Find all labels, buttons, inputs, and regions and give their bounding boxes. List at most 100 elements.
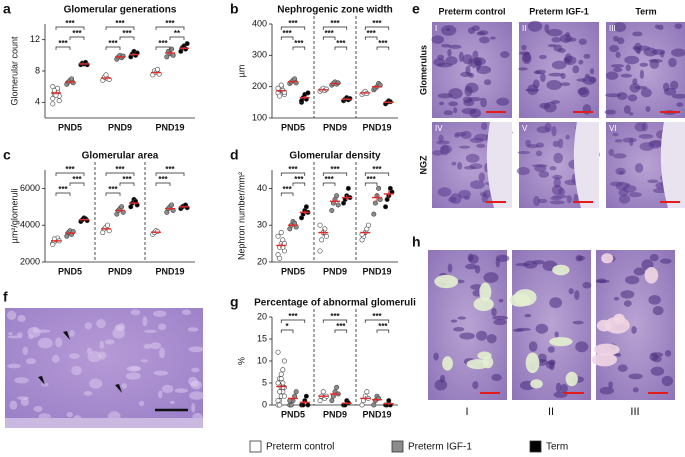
- tissue-texture: [472, 50, 479, 60]
- significance-bracket: [364, 36, 378, 40]
- tissue-texture: [129, 365, 141, 371]
- data-point: [275, 349, 281, 355]
- tissue-texture: [618, 170, 624, 175]
- tissue-texture: [624, 55, 640, 65]
- tissue-texture: [544, 23, 550, 33]
- x-tick-label: PND9: [108, 122, 132, 132]
- data-point: [329, 398, 335, 404]
- data-point: [275, 398, 281, 404]
- tissue-texture: [549, 166, 557, 171]
- tissue-texture: [524, 313, 532, 318]
- tissue-texture: [610, 64, 624, 68]
- tissue-texture: [614, 139, 623, 143]
- tissue-texture: [17, 314, 26, 323]
- tissue-texture: [651, 352, 664, 358]
- tissue-texture: [676, 102, 684, 107]
- tissue-texture: [518, 51, 531, 56]
- tissue-texture: [84, 322, 92, 330]
- y-tick-label: 10: [257, 355, 267, 365]
- tissue-texture: [610, 181, 624, 187]
- lumen: [552, 264, 570, 276]
- tissue-texture: [648, 59, 663, 63]
- tissue-texture: [481, 193, 488, 204]
- chart-title: Glomerular density: [289, 151, 381, 162]
- tissue-texture: [469, 163, 483, 170]
- tissue-texture: [188, 346, 204, 353]
- tissue-texture: [647, 179, 659, 183]
- panel-letter: h: [412, 234, 421, 250]
- tissue-texture: [469, 108, 482, 118]
- significance-label: ***: [372, 165, 382, 174]
- tissue-texture: [575, 341, 589, 353]
- tissue-texture: [443, 110, 453, 116]
- significance-label: ***: [366, 29, 376, 38]
- tissue-texture: [560, 72, 566, 79]
- tissue-texture: [498, 298, 504, 303]
- lumen: [473, 297, 494, 311]
- tissue-texture: [71, 365, 82, 376]
- significance-label: ***: [115, 19, 125, 28]
- tissue-texture: [465, 153, 480, 163]
- y-tick-label: 12: [30, 34, 40, 44]
- tissue-texture: [537, 353, 547, 363]
- x-tick-label: PND9: [323, 409, 347, 419]
- tissue-texture: [459, 145, 471, 149]
- tissue-texture: [557, 48, 566, 53]
- significance-bracket: [119, 182, 135, 186]
- tissue-texture: [7, 363, 21, 369]
- significance-bracket: [105, 46, 121, 50]
- tile-label: I: [465, 406, 468, 418]
- significance-label: ***: [330, 165, 340, 174]
- significance-label: ***: [372, 19, 382, 28]
- significance-label: ***: [158, 39, 168, 48]
- y-tick-label: 300: [252, 50, 267, 60]
- data-point: [84, 62, 90, 68]
- tissue-texture: [547, 44, 557, 48]
- tissue-texture: [558, 187, 566, 196]
- tissue-texture: [433, 352, 439, 361]
- significance-label: *: [286, 322, 290, 331]
- tissue-texture: [572, 320, 584, 325]
- tissue-texture: [528, 341, 538, 352]
- data-point: [281, 393, 287, 399]
- tissue-texture: [548, 359, 556, 366]
- significance-label: ***: [165, 19, 175, 28]
- tissue-texture: [641, 121, 648, 132]
- tissue-texture: [578, 59, 584, 65]
- data-point: [277, 255, 283, 261]
- data-point: [372, 200, 378, 206]
- tissue-texture: [465, 82, 479, 94]
- tissue-texture: [17, 396, 30, 401]
- arrowhead: [115, 384, 122, 393]
- tissue-texture: [574, 290, 580, 301]
- tissue-texture: [660, 258, 672, 264]
- tissue-texture: [559, 34, 572, 43]
- capsule-edge: [486, 122, 512, 208]
- tissue-texture: [174, 388, 189, 393]
- significance-label: ***: [330, 19, 340, 28]
- tissue-texture: [650, 366, 665, 376]
- y-tick-label: 4: [35, 97, 40, 107]
- tissue-texture: [158, 390, 163, 399]
- tissue-texture: [550, 196, 563, 201]
- significance-bracket: [280, 329, 294, 333]
- tissue-texture: [445, 27, 451, 31]
- tissue-texture: [474, 264, 481, 274]
- tissue-texture: [479, 36, 490, 44]
- data-point: [275, 380, 281, 386]
- tissue-texture: [41, 382, 49, 387]
- tile-numeral: VI: [609, 124, 617, 133]
- tissue-texture: [551, 60, 567, 70]
- tissue-texture: [189, 391, 205, 400]
- tissue-texture: [450, 193, 462, 204]
- tissue-texture: [463, 195, 470, 201]
- tissue-texture: [438, 134, 444, 143]
- tissue-texture: [161, 384, 174, 394]
- y-tick-label: 5: [262, 377, 267, 387]
- tissue-texture: [548, 72, 564, 77]
- significance-label: ***: [378, 322, 388, 331]
- significance-label: ***: [115, 165, 125, 174]
- tissue-texture: [445, 56, 458, 66]
- data-point: [305, 402, 311, 408]
- data-point: [277, 402, 283, 408]
